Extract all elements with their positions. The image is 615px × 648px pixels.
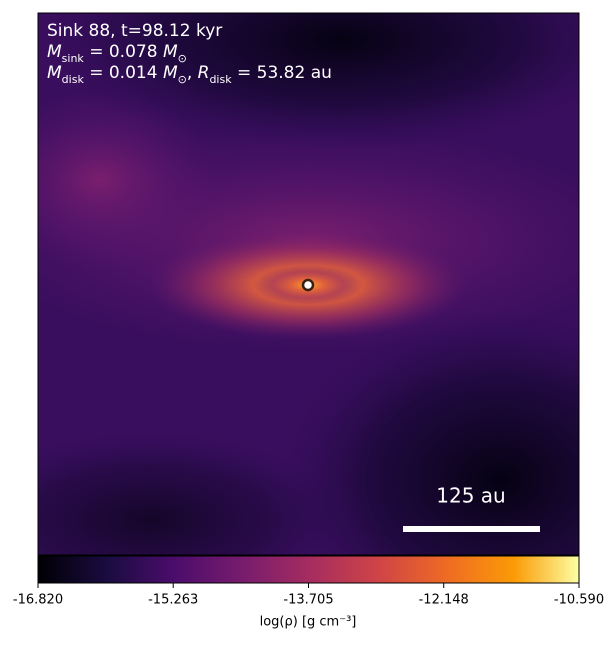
colorbar-tick-label: -10.590 <box>554 593 604 608</box>
colorbar-tick-label: -13.705 <box>283 593 333 608</box>
subscript: disk <box>209 73 232 86</box>
annotation-part: M <box>163 63 178 83</box>
subscript: ⊙ <box>178 73 187 86</box>
subscript: ⊙ <box>178 52 187 65</box>
annotation: Mdisk = 0.014 M⊙, Rdisk = 53.82 au <box>47 63 332 86</box>
colorbar-tick-label: -15.263 <box>148 593 198 608</box>
colorbar-tick-label: -12.148 <box>419 593 469 608</box>
axes-frame <box>37 12 580 556</box>
annotation: Sink 88, t=98.12 kyr <box>47 21 222 41</box>
colorbar-tick-label: -16.820 <box>13 593 63 608</box>
annotation-part: = 53.82 au <box>232 63 332 83</box>
annotation-part: , <box>187 63 198 83</box>
scale-bar-label: 125 au <box>436 484 505 508</box>
annotation-part: R <box>198 63 210 83</box>
sink-marker <box>301 278 315 292</box>
scale-bar <box>403 526 540 532</box>
annotation-part: M <box>47 42 62 62</box>
annotation: Msink = 0.078 M⊙ <box>47 42 187 65</box>
annotation-part: M <box>163 42 178 62</box>
subscript: disk <box>62 73 85 86</box>
annotation-part: M <box>47 63 62 83</box>
colorbar-label: log(ρ) [g cm⁻³] <box>260 615 357 630</box>
annotation-part: = 0.078 <box>84 42 163 62</box>
annotation-part: = 0.014 <box>84 63 163 83</box>
colorbar <box>37 555 580 584</box>
annotation-part: Sink 88, t=98.12 kyr <box>47 21 222 41</box>
colorbar-axis: -16.820 -15.263 -13.705 -12.148 -10.590 <box>13 583 604 608</box>
subscript: sink <box>62 52 85 65</box>
